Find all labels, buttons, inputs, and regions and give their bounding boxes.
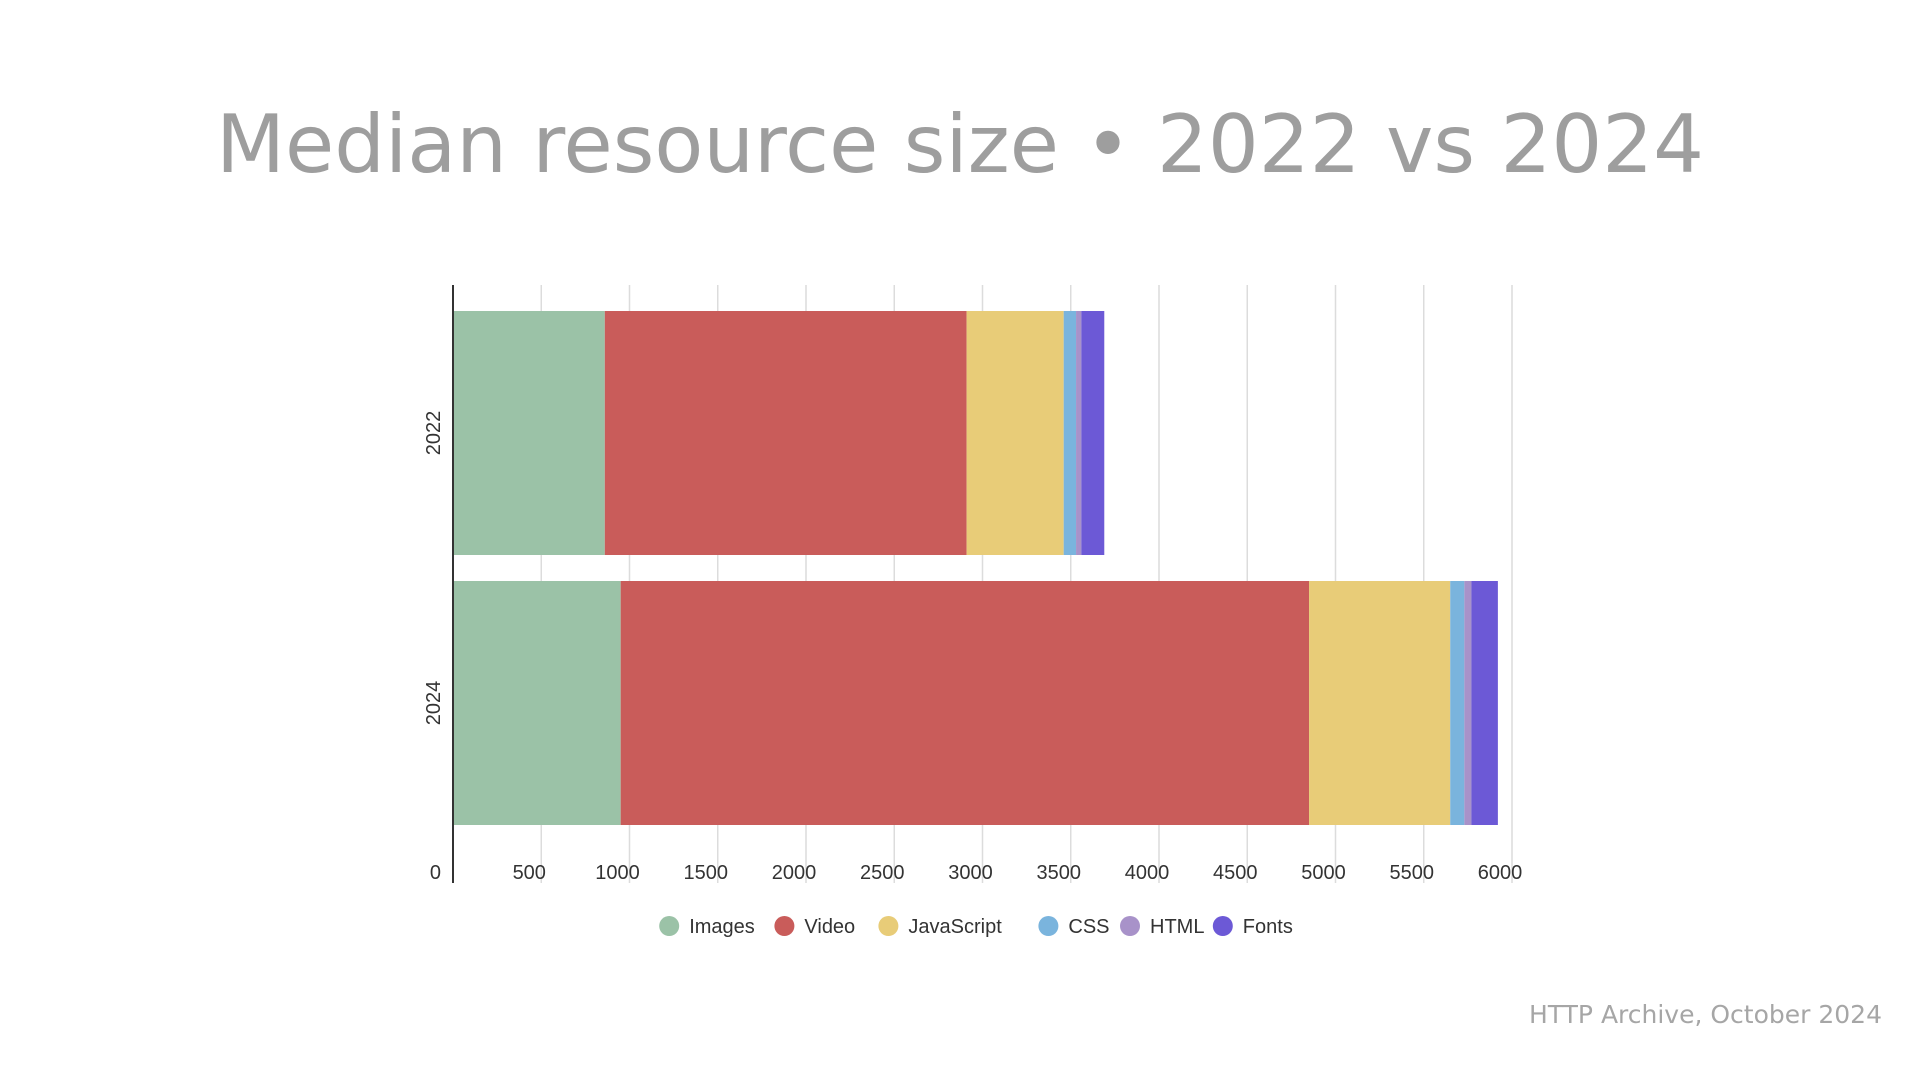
legend-label: Video [804,916,855,938]
chart-title: Median resource size • 2022 vs 2024 [215,98,1705,191]
legend-label: JavaScript [908,916,1002,938]
legend: Images Video JavaScript CSS HTML Fonts [659,916,1293,938]
x-tick-label: 1500 [684,862,729,884]
bar-video-2024 [620,581,1310,825]
x-tick-labels: 0 500 1000 1500 2000 2500 3000 3500 4000 4500 5000… [430,862,1522,884]
bar-images-2022 [453,311,605,555]
x-tick-label: 3500 [1037,862,1082,884]
legend-item-javascript: JavaScript [878,916,1002,938]
legend-label: Images [689,916,755,938]
x-tick-label: 1000 [595,862,640,884]
legend-item-images: Images [659,916,755,938]
bar-css-2022 [1063,311,1077,555]
legend-item-css: CSS [1038,916,1110,938]
legend-label: Fonts [1243,916,1293,938]
legend-item-html: HTML [1120,916,1204,938]
legend-swatch [659,916,680,936]
category-label: 2022 [423,411,445,456]
legend-swatch [1120,916,1140,936]
bar-fonts-2024 [1471,581,1498,825]
legend-swatch [878,916,899,936]
legend-label: HTML [1150,916,1204,938]
legend-item-fonts: Fonts [1212,916,1293,938]
legend-item-video: Video [774,916,855,938]
x-tick-label: 3000 [948,862,993,884]
x-tick-label: 4500 [1213,862,1258,884]
category-label: 2024 [423,681,445,726]
bar-css-2024 [1450,581,1465,825]
bar-javascript-2022 [966,311,1064,555]
x-tick-label: 4000 [1125,862,1170,884]
legend-swatch [774,916,795,936]
source-note: HTTP Archive, October 2024 [1529,1000,1882,1029]
bar-html-2024 [1464,581,1472,825]
bar-javascript-2024 [1309,581,1451,825]
bar-video-2022 [604,311,967,555]
x-tick-label: 6000 [1478,862,1523,884]
x-tick-label: 0 [430,862,441,884]
x-tick-label: 2500 [860,862,905,884]
category-labels: 2022 2024 [423,411,445,726]
bar-fonts-2022 [1081,311,1105,555]
x-tick-label: 5500 [1390,862,1435,884]
legend-swatch [1212,916,1233,936]
bar-group [453,311,1498,825]
legend-label: CSS [1068,916,1109,938]
bar-html-2022 [1076,311,1082,555]
x-tick-label: 2000 [772,862,817,884]
x-tick-label: 5000 [1301,862,1346,884]
bar-images-2024 [453,581,621,825]
legend-swatch [1038,916,1059,936]
x-tick-label: 500 [513,862,546,884]
